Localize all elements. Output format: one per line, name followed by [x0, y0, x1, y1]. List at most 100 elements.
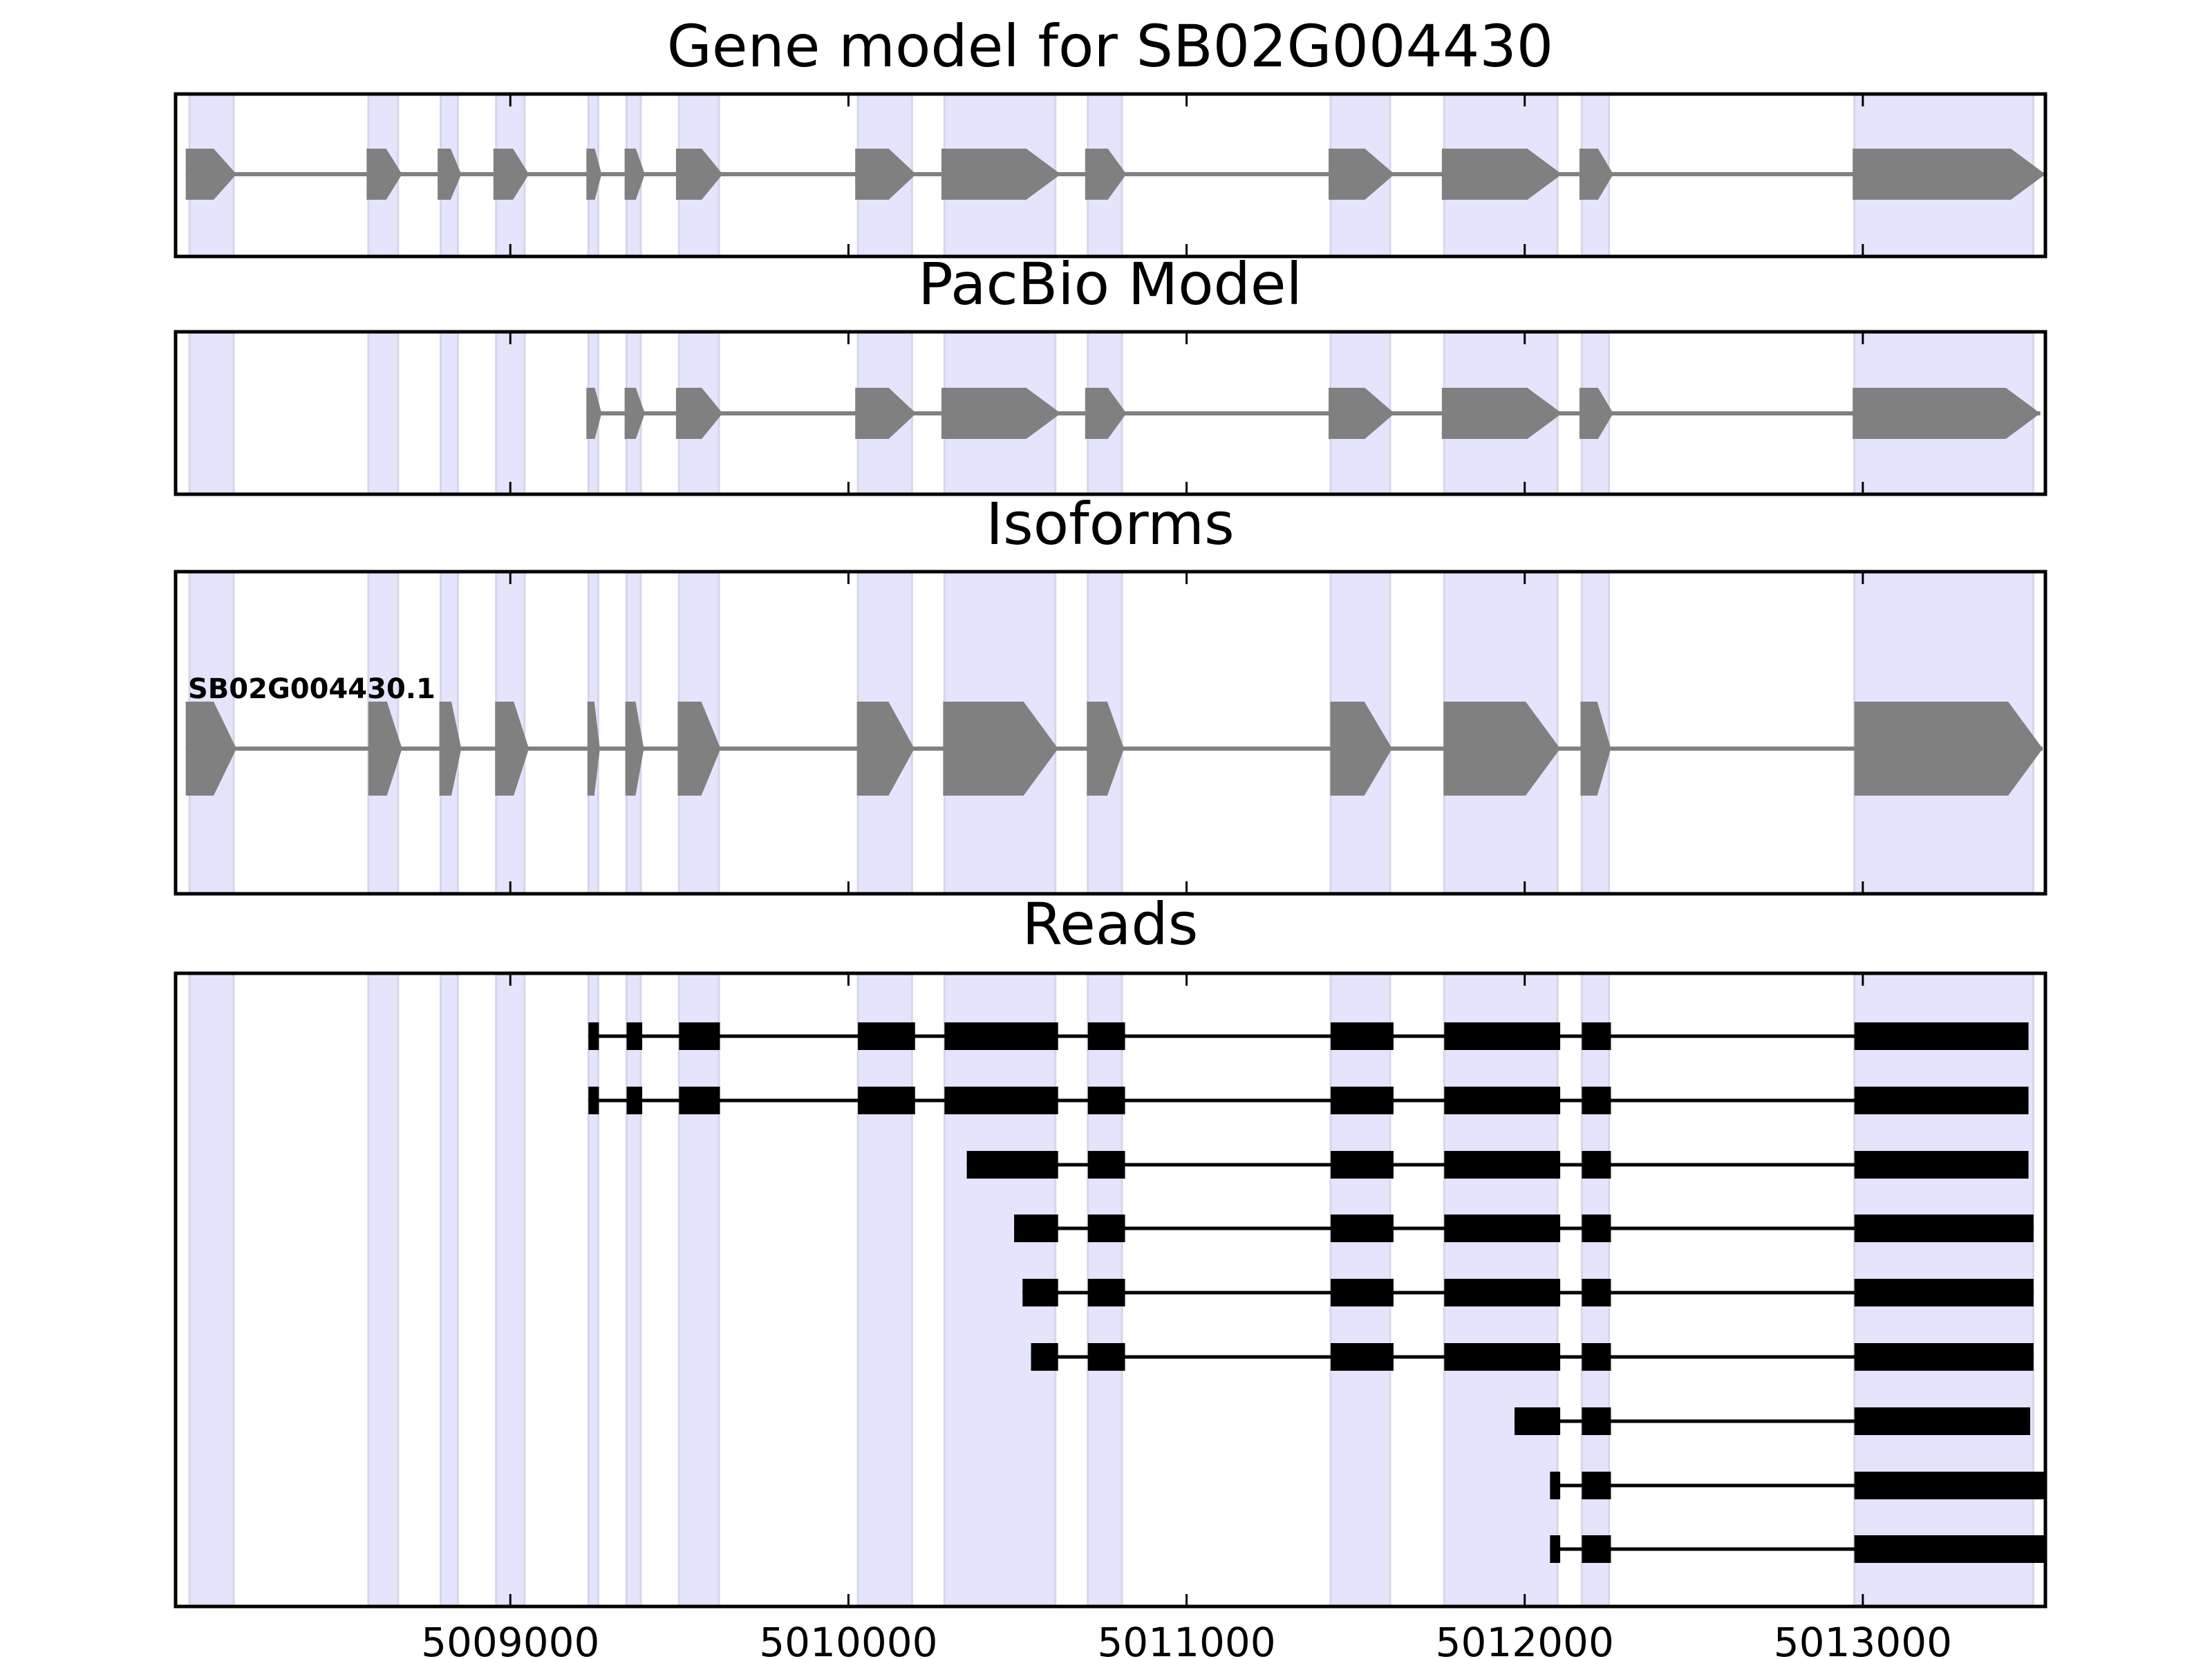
- exon-arrow: [941, 388, 1061, 439]
- panel-title-pacbio-model: PacBio Model: [918, 250, 1302, 318]
- panel-frame: [174, 92, 2047, 259]
- read-block: [588, 1022, 599, 1050]
- read: [1550, 1472, 2045, 1499]
- read-block: [1582, 1215, 1611, 1242]
- read-block: [1515, 1407, 1561, 1435]
- exon-arrow: [1441, 149, 1562, 200]
- exon-shading: [367, 330, 400, 496]
- panel-frame: [174, 971, 2047, 1609]
- read-block: [588, 1087, 599, 1114]
- read-block: [1854, 1022, 2029, 1050]
- read-block: [1854, 1472, 2045, 1499]
- panel-frame: [174, 570, 2047, 896]
- read-block: [1031, 1343, 1058, 1371]
- read-block: [1854, 1151, 2029, 1179]
- exon-arrow: [855, 149, 917, 200]
- read: [1515, 1407, 2030, 1435]
- x-tick-label: 5012000: [1436, 1619, 1614, 1659]
- read-block: [1087, 1087, 1125, 1114]
- read-block: [1582, 1343, 1611, 1371]
- exon-shading: [439, 972, 459, 1608]
- read-block: [1022, 1279, 1058, 1306]
- read-block: [1582, 1279, 1611, 1306]
- read-block: [1444, 1022, 1561, 1050]
- read-block: [1444, 1215, 1561, 1242]
- exon-arrow: [586, 149, 602, 200]
- read-block: [944, 1087, 1058, 1114]
- read-block: [1854, 1215, 2034, 1242]
- exon-arrow: [493, 149, 529, 200]
- read-block: [1854, 1343, 2034, 1371]
- read-block: [1087, 1151, 1125, 1179]
- read-block: [1854, 1535, 2045, 1563]
- exon-arrow: [1087, 702, 1125, 796]
- read-block: [944, 1022, 1058, 1050]
- read-block: [1444, 1087, 1561, 1114]
- exon-shading: [439, 330, 459, 496]
- panel-reads: [174, 971, 2047, 1609]
- read-block: [1854, 1279, 2034, 1306]
- exon-arrow: [1579, 149, 1613, 200]
- read: [1550, 1535, 2045, 1563]
- panel-title-isoforms: Isoforms: [986, 490, 1235, 558]
- exon-arrow: [1085, 149, 1127, 200]
- isoform-label: SB02G004430.1: [188, 673, 435, 705]
- read-block: [1582, 1535, 1611, 1563]
- exon-arrow: [185, 702, 237, 796]
- read-block: [1087, 1022, 1125, 1050]
- x-tick-label: 5011000: [1097, 1619, 1275, 1659]
- read-block: [1330, 1279, 1394, 1306]
- exon-arrow: [1441, 388, 1562, 439]
- exon-shading: [677, 972, 720, 1608]
- read-block: [1087, 1215, 1125, 1242]
- read-block: [1582, 1407, 1611, 1435]
- read: [588, 1087, 2029, 1114]
- exon-shading: [367, 972, 400, 1608]
- exon-arrow: [438, 149, 462, 200]
- read-block: [1582, 1472, 1611, 1499]
- panel-isoform: [174, 570, 2047, 896]
- read-block: [858, 1022, 915, 1050]
- read-block: [966, 1151, 1058, 1179]
- exon-arrow: [856, 702, 915, 796]
- exon-arrow: [624, 149, 645, 200]
- exon-arrow: [624, 388, 645, 439]
- panel-title-reads: Reads: [1022, 890, 1199, 958]
- exon-shading: [587, 972, 599, 1608]
- exon-arrow: [587, 702, 600, 796]
- exon-arrow: [1853, 149, 2045, 200]
- exon-arrow: [1329, 149, 1395, 200]
- exon-arrow: [185, 149, 237, 200]
- read-block: [1444, 1343, 1561, 1371]
- read-block: [1582, 1151, 1611, 1179]
- read-block: [1444, 1279, 1561, 1306]
- read: [966, 1151, 2029, 1179]
- read-block: [1582, 1087, 1611, 1114]
- exon-arrow: [1085, 388, 1127, 439]
- read-block: [1854, 1407, 2030, 1435]
- exon-shading: [856, 972, 913, 1608]
- read-block: [1444, 1151, 1561, 1179]
- exon-shading: [495, 972, 526, 1608]
- read-block: [1330, 1215, 1394, 1242]
- exon-arrow: [675, 388, 723, 439]
- read: [588, 1022, 2029, 1050]
- exon-arrow: [943, 702, 1058, 796]
- exon-arrow: [366, 149, 402, 200]
- read-block: [858, 1087, 915, 1114]
- read-block: [1087, 1343, 1125, 1371]
- read-block: [1014, 1215, 1058, 1242]
- read-block: [1330, 1151, 1394, 1179]
- exon-arrow: [1580, 702, 1611, 796]
- exon-arrow: [855, 388, 917, 439]
- panel-title-gene-model: Gene model for SB02G004430: [667, 12, 1553, 80]
- exon-shading: [495, 330, 526, 496]
- x-tick-label: 5013000: [1774, 1619, 1952, 1659]
- read: [1014, 1215, 2034, 1242]
- exon-arrow: [368, 702, 402, 796]
- panel-model: [174, 92, 2047, 259]
- exon-arrow: [495, 702, 529, 796]
- read: [1031, 1343, 2034, 1371]
- panel-model: [174, 330, 2047, 496]
